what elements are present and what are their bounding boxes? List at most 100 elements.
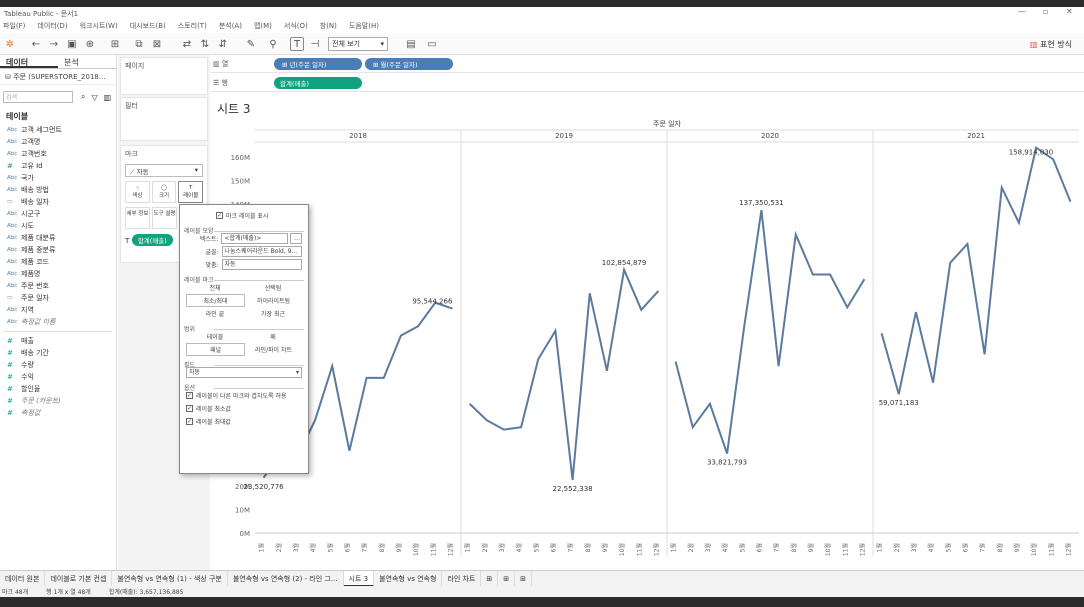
sheet-tab[interactable]: 불연속형 vs 연속형 xyxy=(374,570,443,587)
menu-item[interactable]: 워크시트(W) xyxy=(79,22,118,30)
scope-row-col[interactable]: 라인/파이 차트 xyxy=(254,347,293,354)
search-input[interactable]: 검색 xyxy=(3,91,73,103)
field-item[interactable]: Abc 지역 xyxy=(0,304,116,316)
label-min-checkbox[interactable]: ✓ xyxy=(186,405,193,412)
filters-card[interactable]: 필터 xyxy=(120,97,208,141)
sheet-tab[interactable]: 불연속형 vs 연속형 (2) - 라인 그... xyxy=(228,570,344,587)
tab-datasource[interactable]: 데이터 원본 xyxy=(0,570,46,587)
field-item[interactable]: # 고유 Id xyxy=(0,160,116,172)
tab-data[interactable]: 데이터 xyxy=(0,55,58,68)
opt-most-recent[interactable]: 가장 최근 xyxy=(261,311,285,318)
filter-icon[interactable]: ▽ xyxy=(91,92,98,102)
field-item[interactable]: Abc 배송 방법 xyxy=(0,184,116,196)
sort-asc-icon[interactable]: ⇅ xyxy=(200,38,210,50)
pages-card[interactable]: 페이지 xyxy=(120,57,208,95)
new-datasource-icon[interactable]: ⊕ xyxy=(85,38,95,50)
font-dropdown[interactable]: 나눔스퀘어라운드 Bold, 9... xyxy=(221,246,302,257)
scope-table[interactable]: 테이블 xyxy=(206,334,224,341)
swap-icon[interactable]: ⇄ xyxy=(182,38,192,50)
field-item[interactable]: Abc 고객명 xyxy=(0,136,116,148)
sheet-tab[interactable]: 시트 3 xyxy=(343,570,375,587)
field-item[interactable]: Abc 시군구 xyxy=(0,208,116,220)
menu-item[interactable]: 파일(F) xyxy=(3,22,26,30)
field-item[interactable]: Abc 고객 세그먼트 xyxy=(0,124,116,136)
presentation-icon[interactable]: ▭ xyxy=(427,38,437,50)
field-item[interactable]: ▭ 주문 일자 xyxy=(0,292,116,304)
sheet-tab[interactable]: 데이블로 기본 컨셉 xyxy=(45,570,113,587)
columns-shelf[interactable]: ▥ 열 ⊞ 년(주문 일자) ⊞ 월(주문 일자) xyxy=(211,55,1084,73)
detail-button[interactable]: 세부 정보 xyxy=(125,207,150,229)
show-me-button[interactable]: ▥ 표현 방식 xyxy=(1030,39,1072,50)
field-item[interactable]: # 수량 xyxy=(0,359,116,371)
sort-desc-icon[interactable]: ⇵ xyxy=(218,38,228,50)
field-item[interactable]: Abc 측정값 이름 xyxy=(0,316,116,328)
minimize-icon[interactable]: — xyxy=(1018,7,1026,16)
menu-item[interactable]: 스토리(T) xyxy=(177,22,207,30)
field-item[interactable]: Abc 제품 대분류 xyxy=(0,232,116,244)
label-pill[interactable]: 합계(매출) xyxy=(131,234,173,246)
duplicate-icon[interactable]: ⧉ xyxy=(135,38,143,50)
tooltip-button[interactable]: 도구 설명 xyxy=(152,207,177,229)
sales-pill[interactable]: 합계(매출) xyxy=(274,77,362,89)
tableau-logo-icon[interactable]: ✲ xyxy=(5,38,15,50)
label-max-checkbox[interactable]: ✓ xyxy=(186,418,193,425)
view-menu-icon[interactable]: ▥ xyxy=(103,92,112,102)
color-button[interactable]: ⁘ 색상 xyxy=(125,181,150,203)
search-icon[interactable]: ⌕ xyxy=(81,92,86,101)
rows-shelf[interactable]: ☰ 행 합계(매출) xyxy=(211,74,1084,92)
mark-type-dropdown[interactable]: ⟋ 자동 ▾ xyxy=(125,164,203,177)
month-pill[interactable]: ⊞ 월(주문 일자) xyxy=(365,58,453,70)
group-icon[interactable]: ⚲ xyxy=(269,38,277,50)
scope-cell[interactable]: 패널 xyxy=(186,343,245,356)
menu-item[interactable]: 서식(O) xyxy=(283,22,308,30)
sheet-tab[interactable]: 불연속형 vs 연속형 (1) - 색상 구분 xyxy=(112,570,228,587)
size-button[interactable]: ◯ 크기 xyxy=(151,181,177,203)
field-item[interactable]: # 매출 xyxy=(0,335,116,347)
field-item[interactable]: # 주문 (카운트) xyxy=(0,395,116,407)
field-item[interactable]: ▭ 배송 일자 xyxy=(0,196,116,208)
sheet-tab[interactable]: 라인 차트 xyxy=(442,570,482,587)
highlight-icon[interactable]: ✎ xyxy=(246,38,256,50)
clear-sheet-icon[interactable]: ⊠ xyxy=(152,38,162,50)
cards-icon[interactable]: ▤ xyxy=(406,38,416,50)
fit-dropdown[interactable]: 전체 보기 ▾ xyxy=(328,37,388,51)
maximize-icon[interactable]: ▫ xyxy=(1043,7,1049,16)
undo-icon[interactable]: ← xyxy=(31,38,41,50)
show-labels-icon[interactable]: T xyxy=(290,37,304,51)
field-item[interactable]: # 수익 xyxy=(0,371,116,383)
text-field[interactable]: <합계(매출)> xyxy=(221,233,289,244)
opt-all[interactable]: 전체 xyxy=(209,285,221,292)
field-dropdown[interactable]: 자동 ▾ xyxy=(186,367,302,378)
label-button[interactable]: T 레이블 xyxy=(178,181,204,203)
field-item[interactable]: # 배송 기간 xyxy=(0,347,116,359)
datasource-item[interactable]: ⛁ 주문 (SUPERSTORE_2018... xyxy=(0,69,116,85)
opt-line-ends[interactable]: 라인 끝 xyxy=(205,311,225,318)
field-item[interactable]: Abc 주문 번호 xyxy=(0,280,116,292)
field-item[interactable]: Abc 시도 xyxy=(0,220,116,232)
show-labels-checkbox[interactable]: ✓ xyxy=(216,212,223,219)
fix-axes-icon[interactable]: ⊣ xyxy=(310,38,320,50)
menu-item[interactable]: 대시보드(B) xyxy=(129,22,166,30)
new-dashboard-icon[interactable]: ⊞ xyxy=(498,570,516,587)
menu-item[interactable]: 분석(A) xyxy=(218,22,242,30)
field-item[interactable]: Abc 제품명 xyxy=(0,268,116,280)
menu-item[interactable]: 창(N) xyxy=(319,22,337,30)
field-item[interactable]: Abc 제품 코드 xyxy=(0,256,116,268)
opt-selected[interactable]: 선택됨 xyxy=(264,285,282,292)
field-item[interactable]: # 할인율 xyxy=(0,383,116,395)
new-story-icon[interactable]: ⊞ xyxy=(515,570,533,587)
menu-item[interactable]: 데이터(D) xyxy=(37,22,68,30)
field-item[interactable]: Abc 국가 xyxy=(0,172,116,184)
redo-icon[interactable]: → xyxy=(49,38,59,50)
save-icon[interactable]: ▣ xyxy=(67,38,77,50)
menu-item[interactable]: 맵(M) xyxy=(253,22,272,30)
overlap-checkbox[interactable]: ✓ xyxy=(186,392,193,399)
year-pill[interactable]: ⊞ 년(주문 일자) xyxy=(274,58,362,70)
show-labels-row[interactable]: ✓ 마크 레이블 표시 xyxy=(180,209,308,222)
field-item[interactable]: Abc 제품 중분류 xyxy=(0,244,116,256)
opt-minmax[interactable]: 최소/최대 xyxy=(186,294,245,307)
opt-highlighted[interactable]: 하이라이트됨 xyxy=(256,298,291,305)
new-sheet-icon[interactable]: ⊞ xyxy=(110,38,120,50)
menu-item[interactable]: 도움말(H) xyxy=(348,22,379,30)
field-item[interactable]: # 측정값 xyxy=(0,407,116,419)
